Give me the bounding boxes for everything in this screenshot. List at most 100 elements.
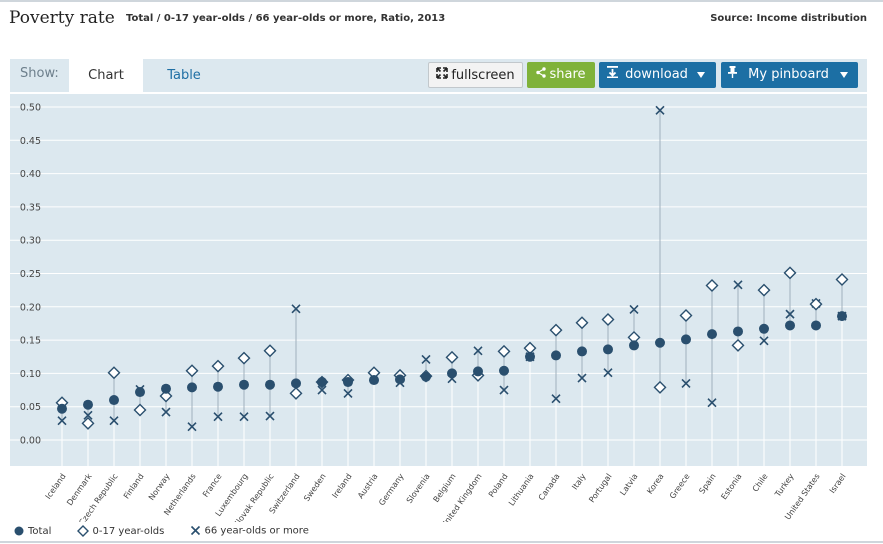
point-total[interactable]: [187, 382, 197, 393]
point-total[interactable]: [83, 399, 93, 410]
point-children[interactable]: [81, 416, 95, 430]
point-children[interactable]: [211, 359, 225, 373]
point-elderly[interactable]: [499, 385, 509, 395]
point-total[interactable]: [369, 375, 379, 386]
point-elderly[interactable]: [577, 373, 587, 383]
point-elderly[interactable]: [473, 346, 483, 356]
point-children[interactable]: [549, 323, 563, 337]
legend-label-children: 0-17 year-olds: [92, 526, 165, 537]
point-children[interactable]: [289, 386, 303, 400]
point-elderly[interactable]: [161, 407, 171, 417]
point-total[interactable]: [577, 346, 587, 357]
point-total[interactable]: [317, 377, 327, 388]
point-total[interactable]: [837, 311, 847, 322]
download-button[interactable]: download: [599, 62, 716, 88]
point-total[interactable]: [681, 334, 691, 345]
point-elderly[interactable]: [109, 416, 119, 426]
point-elderly[interactable]: [655, 105, 665, 115]
point-elderly[interactable]: [733, 280, 743, 290]
point-elderly[interactable]: [421, 354, 431, 364]
point-elderly[interactable]: [551, 394, 561, 404]
legend-item-children[interactable]: 0-17 year-olds: [76, 525, 165, 537]
x-tick-label: Italy: [570, 472, 587, 492]
point-children[interactable]: [705, 278, 719, 292]
point-elderly[interactable]: [343, 388, 353, 398]
fullscreen-button[interactable]: fullscreen: [428, 62, 523, 88]
point-children[interactable]: [601, 312, 615, 326]
x-tick-label: Sweden: [302, 472, 328, 503]
point-total[interactable]: [785, 320, 795, 331]
point-total[interactable]: [343, 377, 353, 388]
point-elderly[interactable]: [83, 410, 93, 420]
point-children[interactable]: [653, 380, 667, 394]
point-total[interactable]: [629, 340, 639, 351]
point-total[interactable]: [291, 378, 301, 389]
point-total[interactable]: [447, 368, 457, 379]
point-elderly[interactable]: [291, 304, 301, 314]
point-elderly[interactable]: [187, 422, 197, 432]
point-children[interactable]: [237, 351, 251, 365]
y-tick-label: 0.20: [20, 302, 41, 313]
point-children[interactable]: [809, 297, 823, 311]
point-elderly[interactable]: [681, 378, 691, 388]
point-children[interactable]: [133, 403, 147, 417]
point-total[interactable]: [525, 351, 535, 362]
point-total[interactable]: [499, 365, 509, 376]
plot-background: [10, 94, 867, 466]
point-total[interactable]: [109, 395, 119, 406]
point-total[interactable]: [655, 337, 665, 348]
x-tick-label: Chile: [751, 472, 770, 494]
point-children[interactable]: [263, 344, 277, 358]
point-total[interactable]: [707, 329, 717, 340]
point-total[interactable]: [239, 379, 249, 390]
point-elderly[interactable]: [57, 416, 67, 426]
point-total[interactable]: [421, 371, 431, 382]
point-elderly[interactable]: [239, 412, 249, 422]
tab-table[interactable]: Table: [143, 59, 225, 92]
tab-chart-label: Chart: [88, 68, 124, 83]
circle-marker-icon: [14, 526, 24, 535]
point-children[interactable]: [185, 364, 199, 378]
caret-down-icon: [839, 62, 848, 88]
point-children[interactable]: [575, 316, 589, 330]
point-total[interactable]: [161, 383, 171, 394]
point-elderly[interactable]: [265, 411, 275, 421]
point-children[interactable]: [497, 344, 511, 358]
legend-item-elderly[interactable]: 66 year-olds or more: [190, 525, 309, 537]
download-label: download: [625, 67, 688, 82]
point-total[interactable]: [733, 326, 743, 337]
point-elderly[interactable]: [707, 398, 717, 408]
share-button[interactable]: share: [527, 62, 595, 88]
point-total[interactable]: [759, 323, 769, 334]
point-elderly[interactable]: [785, 309, 795, 319]
point-total[interactable]: [603, 344, 613, 355]
point-children[interactable]: [783, 266, 797, 280]
pinboard-label: My pinboard: [748, 67, 829, 82]
point-elderly[interactable]: [603, 368, 613, 378]
point-total[interactable]: [811, 320, 821, 331]
point-total[interactable]: [395, 374, 405, 385]
point-total[interactable]: [135, 387, 145, 398]
point-elderly[interactable]: [213, 412, 223, 422]
point-children[interactable]: [731, 338, 745, 352]
point-children[interactable]: [107, 366, 121, 380]
legend-item-total[interactable]: Total: [14, 526, 51, 537]
point-total[interactable]: [265, 379, 275, 390]
x-tick-label: Spain: [697, 472, 717, 495]
point-children[interactable]: [835, 273, 849, 286]
point-total[interactable]: [213, 381, 223, 392]
point-children[interactable]: [445, 350, 459, 364]
x-tick-label: Ireland: [330, 472, 353, 500]
point-total[interactable]: [551, 350, 561, 361]
x-tick-label: Estonia: [719, 472, 743, 501]
point-total[interactable]: [473, 366, 483, 377]
tab-chart[interactable]: Chart: [69, 59, 143, 92]
point-elderly[interactable]: [759, 336, 769, 346]
point-children[interactable]: [159, 389, 173, 403]
point-elderly[interactable]: [317, 385, 327, 395]
point-children[interactable]: [679, 308, 693, 322]
point-total[interactable]: [57, 403, 67, 414]
point-children[interactable]: [757, 283, 771, 297]
point-elderly[interactable]: [629, 304, 639, 315]
pinboard-button[interactable]: My pinboard: [721, 62, 858, 88]
